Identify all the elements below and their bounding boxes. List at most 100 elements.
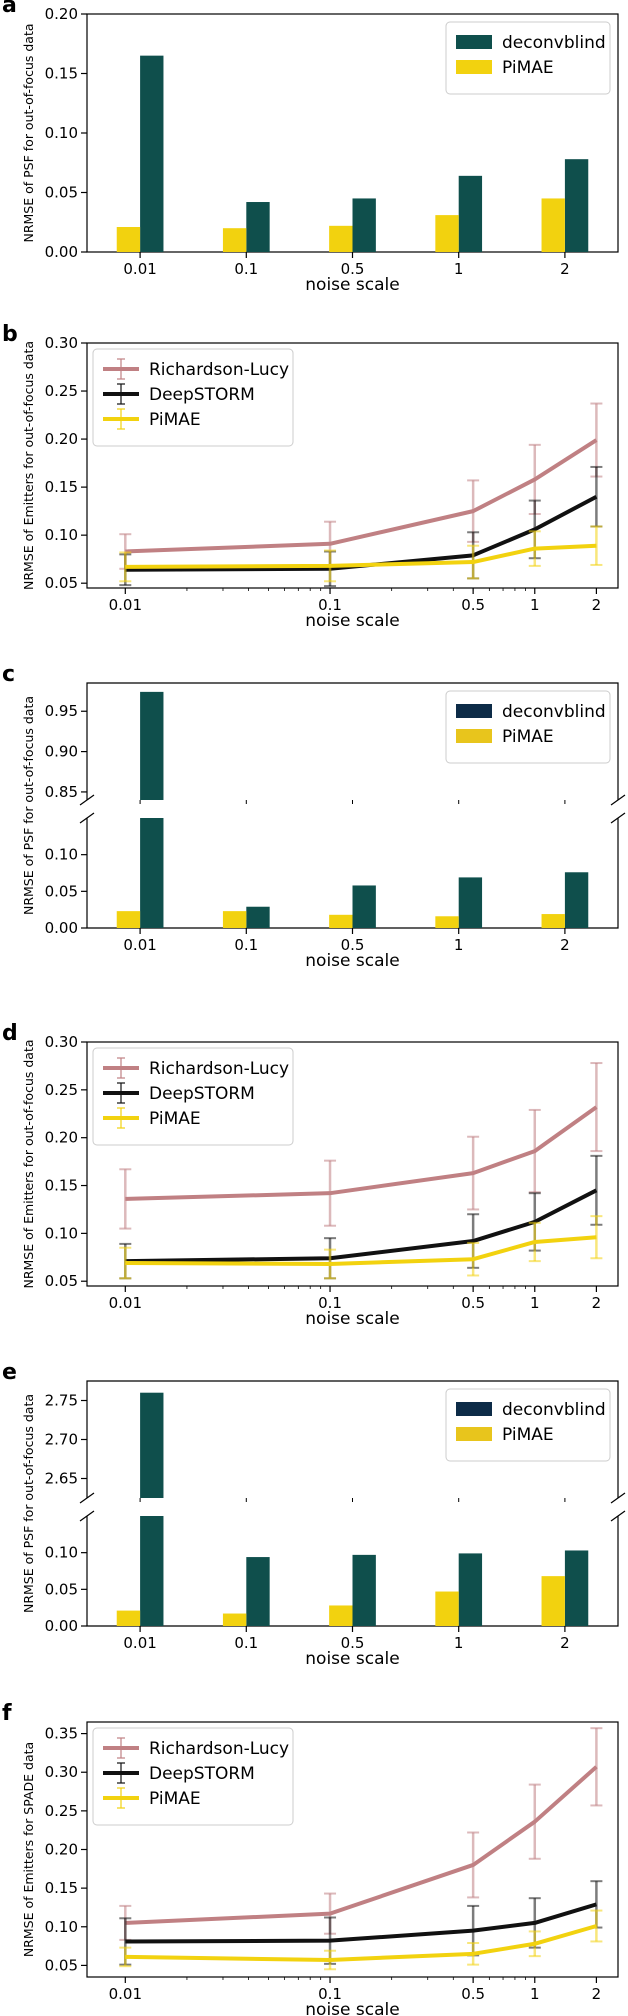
x-tick-label: 0.01 xyxy=(109,1985,142,2003)
panel-c: c NRMSE of PSF for out-of-focus data noise… xyxy=(2,662,626,971)
x-axis-label: noise scale xyxy=(305,1649,399,1669)
bar-PiMAE xyxy=(222,1613,247,1626)
x-tick-label: 0.5 xyxy=(461,1985,485,2003)
bar-PiMAE xyxy=(116,1610,141,1626)
bar-deconvblind xyxy=(458,175,483,252)
legend-swatch xyxy=(456,35,492,49)
legend-swatch xyxy=(456,1402,492,1416)
y-tick-label: 0.05 xyxy=(45,1272,78,1290)
bar-PiMAE xyxy=(435,1591,459,1626)
y-tick-label: 0.20 xyxy=(45,1841,78,1859)
y-tick-label: 0.15 xyxy=(45,478,78,496)
legend-label: Richardson-Lucy xyxy=(149,1059,289,1079)
y-tick-label: 0.10 xyxy=(45,1544,78,1562)
x-tick-label: 0.5 xyxy=(341,260,365,278)
y-tick-label: 0.35 xyxy=(45,1725,78,1743)
bar-PiMAE xyxy=(541,914,565,928)
legend-swatch xyxy=(456,1427,492,1441)
bar-deconvblind xyxy=(564,1550,589,1626)
y-tick-label: 2.65 xyxy=(45,1470,78,1488)
y-axis-label: NRMSE of Emitters for SPADE data xyxy=(21,1742,36,1957)
bar-deconvblind xyxy=(458,1553,483,1626)
axis-break-mark xyxy=(610,1510,626,1522)
line-Richardson-Lucy xyxy=(125,1765,598,1925)
y-tick-label: 0.10 xyxy=(45,124,78,142)
y-tick-label: 0.10 xyxy=(45,1224,78,1242)
x-tick-label: 0.01 xyxy=(123,936,156,954)
panel-letter: c xyxy=(2,662,15,687)
y-tick-label: 0.05 xyxy=(45,1956,78,1974)
bar-deconvblind xyxy=(458,877,483,928)
bar-PiMAE xyxy=(329,914,353,928)
y-tick-label: 0.05 xyxy=(45,882,78,900)
y-tick-label: 0.85 xyxy=(45,783,78,801)
line-PiMAE xyxy=(125,1924,597,1962)
bar-deconvblind xyxy=(564,872,589,928)
y-tick-label: 0.10 xyxy=(45,1918,78,1936)
legend-label: PiMAE xyxy=(149,410,201,430)
x-tick-label: 1 xyxy=(530,1985,540,2003)
axis-break-mark xyxy=(610,794,626,806)
y-tick-label: 0.00 xyxy=(45,243,78,261)
series-Richardson-Lucy xyxy=(119,402,603,570)
x-tick-label: 2 xyxy=(592,596,602,614)
y-tick-label: 0.30 xyxy=(45,334,78,352)
line-Richardson-Lucy xyxy=(125,1105,598,1201)
y-tick-label: 0.25 xyxy=(45,382,78,400)
bar-deconvblind-lower xyxy=(140,1516,164,1626)
panel-e: e NRMSE of PSF for out-of-focus data noise… xyxy=(2,1360,626,1669)
y-tick-label: 0.20 xyxy=(45,5,78,23)
bar-deconvblind xyxy=(246,1557,270,1626)
y-tick-label: 0.90 xyxy=(45,743,78,761)
y-tick-label: 0.15 xyxy=(45,1879,78,1897)
x-axis-label: noise scale xyxy=(305,951,399,971)
bar-PiMAE xyxy=(116,911,141,928)
bar-PiMAE xyxy=(329,225,353,252)
bar-deconvblind xyxy=(246,202,270,252)
legend-swatch xyxy=(456,704,492,718)
bar-PiMAE xyxy=(541,1576,565,1626)
y-tick-label: 0.05 xyxy=(45,184,78,202)
legend-label: Richardson-Lucy xyxy=(149,1739,289,1759)
line-DeepSTORM xyxy=(125,1188,598,1264)
legend-label: DeepSTORM xyxy=(149,1084,255,1104)
line-PiMAE xyxy=(125,1235,597,1266)
x-tick-label: 0.1 xyxy=(234,260,258,278)
series-Richardson-Lucy xyxy=(119,1062,603,1230)
x-tick-label: 1 xyxy=(530,596,540,614)
x-tick-label: 0.01 xyxy=(123,1634,156,1652)
x-tick-label: 0.1 xyxy=(234,936,258,954)
x-tick-label: 0.5 xyxy=(341,1634,365,1652)
y-tick-label: 2.75 xyxy=(45,1392,78,1410)
bar-PiMAE xyxy=(329,1605,353,1626)
x-tick-label: 2 xyxy=(560,1634,570,1652)
x-tick-label: 0.1 xyxy=(234,1634,258,1652)
line-Richardson-Lucy xyxy=(125,438,598,554)
y-tick-label: 0.10 xyxy=(45,526,78,544)
y-tick-label: 2.70 xyxy=(45,1431,78,1449)
bar-PiMAE xyxy=(222,228,247,252)
x-tick-label: 1 xyxy=(454,936,464,954)
line-DeepSTORM xyxy=(125,1902,597,1944)
bar-deconvblind xyxy=(352,198,376,252)
y-tick-label: 0.95 xyxy=(45,702,78,720)
y-tick-label: 0.00 xyxy=(45,919,78,937)
legend-label: PiMAE xyxy=(502,727,554,747)
bar-PiMAE xyxy=(222,911,247,928)
bar-deconvblind-upper xyxy=(140,691,164,800)
x-axis-label: noise scale xyxy=(305,275,399,295)
y-tick-label: 0.20 xyxy=(45,1129,78,1147)
series-PiMAE xyxy=(119,525,603,583)
y-tick-label: 0.00 xyxy=(45,1617,78,1635)
bar-deconvblind-lower xyxy=(140,818,164,928)
panel-letter: d xyxy=(2,1021,18,1046)
plot-frame xyxy=(86,1041,619,1287)
axis-break-mark xyxy=(79,794,95,806)
axis-break-mark xyxy=(79,812,95,824)
x-tick-label: 0.01 xyxy=(123,260,156,278)
series-DeepSTORM xyxy=(119,1154,603,1280)
y-tick-label: 0.15 xyxy=(45,65,78,83)
series-PiMAE xyxy=(119,1909,603,1971)
